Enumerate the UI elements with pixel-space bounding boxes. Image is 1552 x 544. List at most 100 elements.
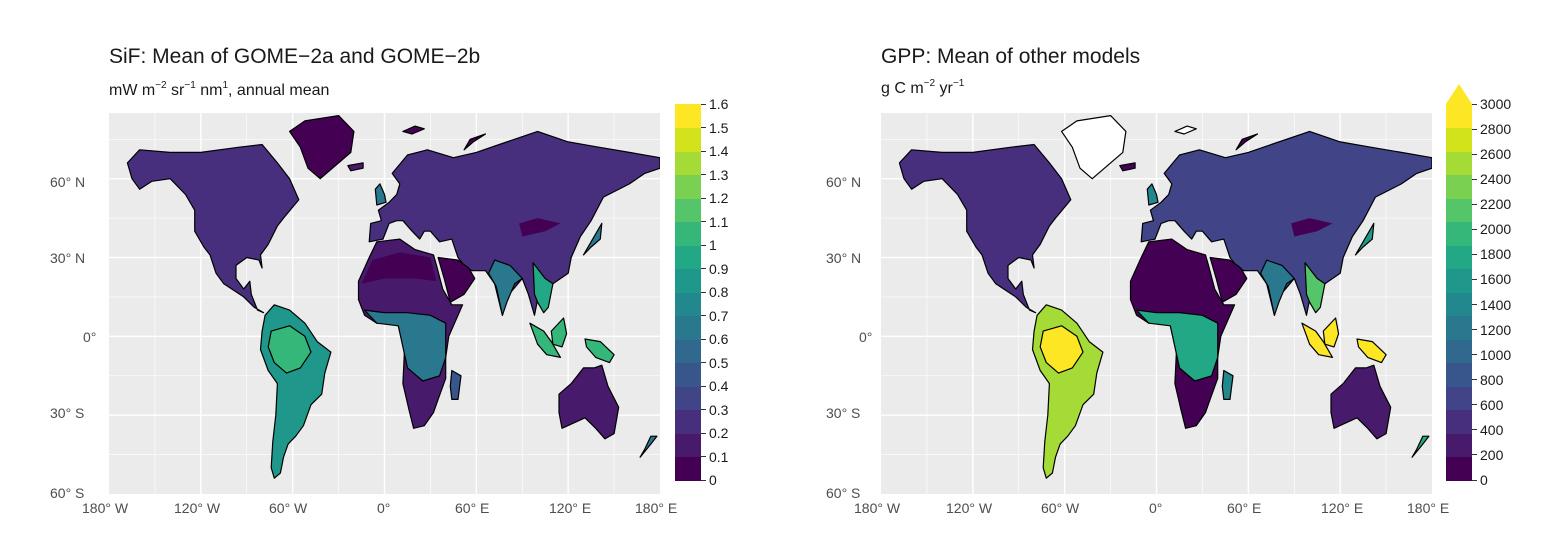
colorbar-tick-label: 0.6 [709, 331, 729, 347]
colorbar-segment [675, 433, 701, 457]
madagascar-landmass [449, 369, 462, 400]
new-zealand-landmass [1411, 435, 1430, 458]
colorbar-tick [701, 174, 706, 175]
colorbar-tick [1472, 429, 1477, 431]
colorbar-tick-label: 0.2 [709, 425, 729, 441]
colorbar-tick [701, 315, 706, 316]
colorbar-segment [675, 151, 701, 175]
colorbar-segment [675, 198, 701, 222]
colorbar-tick-label: 0.1 [709, 448, 729, 465]
colorbar-tick-label: 0 [709, 472, 717, 488]
colorbar-gradient [675, 104, 701, 481]
gobi-region [519, 218, 561, 237]
colorbar-tick-label: 1.1 [709, 213, 729, 230]
colorbar-segment [675, 245, 701, 269]
colorbar-tick-label: 0.3 [709, 401, 729, 418]
colorbar-tick-label: 3000 [1480, 96, 1512, 112]
colorbar-tick-label: 1.5 [709, 119, 729, 136]
gpp-title: GPP: Mean of other models [881, 45, 1141, 68]
x-label-120w: 120° W [174, 500, 221, 516]
colorbar-segment [1446, 292, 1472, 316]
sif-map [109, 113, 660, 494]
colorbar-tick [701, 127, 706, 128]
y-label-60s: 60° S [826, 485, 861, 501]
borneo-landmass [550, 317, 568, 348]
y-label-0: 0° [859, 329, 873, 345]
north-america-landmass [126, 143, 300, 314]
colorbar-tick-label: 600 [1480, 396, 1504, 413]
africa-tropical-landmass [364, 309, 447, 382]
southeast-asia-landmass [1304, 262, 1326, 314]
colorbar-segment [1446, 198, 1472, 222]
sif-panel: SiF: Mean of GOME−2a and GOME−2b mW m−2 … [0, 0, 760, 544]
gpp-units-subtitle: g C m−2 yr−1 [881, 78, 965, 98]
x-label-60w: 60° W [269, 500, 308, 516]
gobi-region [1291, 218, 1333, 237]
colorbar-tick-label: 800 [1480, 371, 1504, 388]
x-label-180w: 180° W [854, 500, 901, 516]
eurasia-landmass [1140, 130, 1432, 316]
colorbar-tick-label: 1400 [1480, 296, 1512, 313]
colorbar-tick-label: 200 [1480, 446, 1504, 463]
arabia-landmass [437, 256, 476, 303]
colorbar-tick-label: 0.4 [709, 378, 729, 394]
gpp-panel: GPP: Mean of other models g C m−2 yr−1 6… [776, 0, 1552, 544]
x-label-60w: 60° W [1041, 500, 1080, 516]
sif-colorbar-legend: 1.6 1.5 1.4 1.3 1.2 1.1 1 0.9 0.8 0.7 0.6 0.5 0.4 0.3… [675, 97, 755, 489]
colorbar-tick [1472, 454, 1477, 456]
arabia-landmass [1209, 256, 1248, 303]
amazon-core-landmass [267, 325, 312, 374]
colorbar-tick-label: 2400 [1480, 171, 1512, 188]
colorbar-tick [1472, 178, 1477, 180]
svalbard-landmass [1174, 125, 1197, 135]
colorbar-segment [1446, 127, 1472, 152]
japan-landmass [1354, 222, 1375, 256]
x-label-120e: 120° E [549, 500, 592, 516]
borneo-landmass [1322, 317, 1340, 348]
colorbar-segment [1446, 409, 1472, 434]
colorbar-segment [1446, 268, 1472, 293]
x-label-60e: 60° E [1227, 500, 1262, 516]
colorbar-tick [701, 409, 706, 410]
colorbar-tick [701, 291, 706, 293]
colorbar-tick-label: 1000 [1480, 346, 1512, 363]
colorbar-overflow-arrow [1446, 84, 1472, 104]
colorbar-tick-label: 2600 [1480, 146, 1512, 163]
colorbar-segment [1446, 362, 1472, 387]
colorbar-segment [1446, 456, 1472, 481]
x-label-180w: 180° W [82, 500, 129, 516]
colorbar-tick-label: 2800 [1480, 121, 1512, 138]
india-landmass [1260, 259, 1295, 316]
colorbar-tick [1472, 404, 1477, 406]
colorbar-tick [1472, 228, 1477, 230]
colorbar-tick [1472, 304, 1477, 306]
colorbar-segment [675, 292, 701, 316]
iceland-landmass [1119, 162, 1136, 172]
greenland-landmass [289, 115, 355, 180]
new-guinea-landmass [584, 338, 615, 364]
iceland-landmass [347, 162, 364, 172]
colorbar-tick [1472, 379, 1477, 381]
sahara-region [1133, 252, 1209, 284]
y-label-0: 0° [83, 329, 97, 345]
colorbar-tick [701, 385, 706, 387]
colorbar-tick-label: 1.3 [709, 166, 729, 183]
sif-title: SiF: Mean of GOME−2a and GOME−2b [109, 45, 481, 68]
y-label-30s: 30° S [50, 405, 85, 421]
y-label-30n: 30° N [826, 250, 862, 266]
y-label-60n: 60° N [826, 174, 862, 190]
colorbar-tick [701, 197, 706, 199]
colorbar-tick-label: 1600 [1480, 271, 1512, 288]
colorbar-tick [701, 244, 706, 246]
colorbar-gradient [1446, 104, 1472, 481]
colorbar-tick [701, 150, 706, 152]
colorbar-tick [701, 338, 706, 340]
indonesia-landmass [529, 322, 562, 358]
eurasia-landmass [368, 130, 660, 316]
gpp-map [881, 113, 1432, 494]
north-america-landmass [898, 143, 1072, 314]
colorbar-segment [1446, 245, 1472, 269]
colorbar-segment [675, 386, 701, 410]
indonesia-landmass [1301, 322, 1334, 358]
colorbar-segment [1446, 433, 1472, 457]
